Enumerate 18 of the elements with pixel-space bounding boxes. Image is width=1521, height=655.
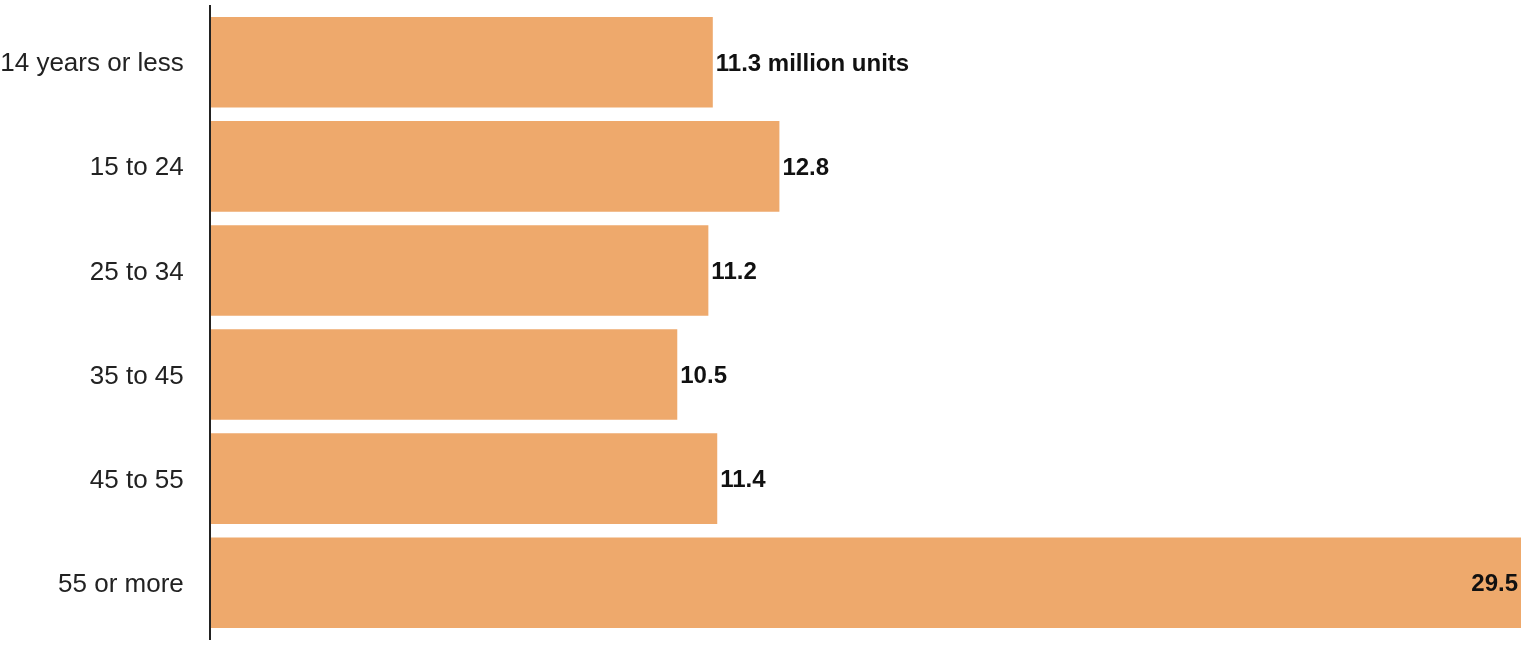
y-tick-label: 25 to 34 (89, 255, 184, 286)
data-label: 12.8 (782, 152, 830, 180)
bar (211, 329, 678, 420)
bar (211, 16, 713, 108)
y-tick-label: 14 years or less (0, 47, 184, 78)
bar (211, 225, 709, 316)
y-tick-label: 55 or more (58, 567, 184, 598)
y-tick-label: 15 to 24 (89, 151, 184, 182)
data-label: 10.5 (680, 361, 727, 389)
bar (211, 121, 780, 212)
data-label: 11.4 (720, 465, 767, 493)
y-tick-label: 45 to 55 (89, 463, 184, 494)
y-tick-label: 35 to 45 (89, 359, 184, 390)
data-label: 11.3 million units (715, 48, 910, 76)
bar (211, 537, 1521, 629)
bar (211, 433, 718, 524)
data-label: 29.5 (1471, 569, 1518, 597)
data-label: 11.2 (711, 256, 757, 284)
